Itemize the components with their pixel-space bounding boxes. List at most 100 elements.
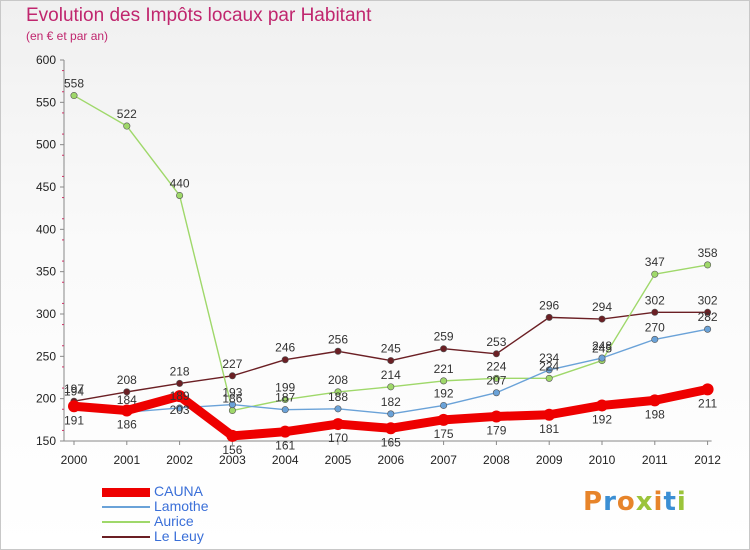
y-tick-label: 450 bbox=[36, 180, 56, 194]
data-label: 182 bbox=[381, 395, 401, 409]
data-label: 227 bbox=[222, 357, 242, 371]
x-tick-label: 2010 bbox=[589, 453, 616, 467]
x-tick-label: 2003 bbox=[219, 453, 246, 467]
data-point bbox=[704, 261, 712, 269]
data-label: 161 bbox=[275, 439, 295, 453]
data-point bbox=[651, 335, 659, 343]
data-label: 197 bbox=[64, 382, 84, 396]
legend-label: Lamothe bbox=[154, 498, 209, 514]
data-label: 186 bbox=[117, 418, 137, 432]
data-point bbox=[334, 388, 342, 396]
chart-subtitle: (en € et par an) bbox=[26, 29, 109, 43]
x-tick-label: 2008 bbox=[483, 453, 510, 467]
data-point bbox=[387, 410, 395, 418]
data-label: 302 bbox=[698, 293, 718, 307]
data-label: 245 bbox=[381, 342, 401, 356]
data-point bbox=[440, 377, 448, 385]
logo-letter: i bbox=[676, 487, 687, 517]
data-point bbox=[176, 379, 184, 387]
x-tick-label: 2009 bbox=[536, 453, 563, 467]
data-label: 248 bbox=[592, 339, 612, 353]
data-point bbox=[545, 366, 553, 374]
data-label: 192 bbox=[434, 386, 454, 400]
chart-legend: CAUNA Lamothe Aurice Le Leuy bbox=[102, 484, 302, 544]
data-point bbox=[437, 413, 450, 426]
data-point bbox=[492, 374, 500, 382]
data-point bbox=[704, 308, 712, 316]
data-label: 294 bbox=[592, 300, 612, 314]
x-tick-label: 2002 bbox=[166, 453, 193, 467]
data-point bbox=[387, 383, 395, 391]
proxiti-logo: Proxiti bbox=[583, 487, 687, 517]
data-point bbox=[492, 389, 500, 397]
data-label: 221 bbox=[434, 362, 454, 376]
data-point bbox=[440, 401, 448, 409]
data-label: 188 bbox=[328, 390, 348, 404]
data-label: 296 bbox=[539, 298, 559, 312]
data-point bbox=[176, 404, 184, 412]
data-label: 522 bbox=[117, 107, 137, 121]
data-label: 198 bbox=[645, 407, 665, 421]
data-label: 270 bbox=[645, 320, 665, 334]
x-tick-label: 2005 bbox=[325, 453, 352, 467]
data-point bbox=[545, 374, 553, 382]
logo-letter: t bbox=[663, 487, 677, 517]
y-tick-label: 550 bbox=[36, 95, 56, 109]
data-point bbox=[228, 372, 236, 380]
data-point bbox=[228, 401, 236, 409]
y-tick-label: 150 bbox=[36, 434, 56, 448]
data-point bbox=[384, 422, 397, 435]
x-tick-label: 2007 bbox=[430, 453, 457, 467]
x-tick-label: 2001 bbox=[113, 453, 140, 467]
data-label: 199 bbox=[275, 381, 295, 395]
data-point bbox=[123, 122, 131, 130]
y-tick-label: 200 bbox=[36, 392, 56, 406]
data-label: 203 bbox=[170, 403, 190, 417]
data-label: 245 bbox=[592, 342, 612, 356]
legend-label: Aurice bbox=[154, 513, 194, 529]
data-label: 211 bbox=[698, 396, 717, 410]
data-point bbox=[651, 308, 659, 316]
data-point bbox=[68, 400, 80, 413]
data-point bbox=[648, 394, 661, 407]
data-point bbox=[598, 354, 606, 362]
data-label: 184 bbox=[117, 393, 137, 407]
data-point bbox=[120, 404, 133, 417]
data-label: 194 bbox=[64, 385, 84, 399]
y-tick-label: 300 bbox=[36, 307, 56, 321]
y-tick-label: 500 bbox=[36, 138, 56, 152]
data-label: 179 bbox=[486, 423, 506, 437]
data-label: 192 bbox=[592, 412, 612, 426]
data-label: 186 bbox=[222, 392, 242, 406]
data-point bbox=[281, 406, 289, 414]
data-point bbox=[543, 408, 556, 421]
data-point bbox=[440, 345, 448, 353]
data-point bbox=[332, 418, 344, 431]
data-point bbox=[387, 357, 395, 365]
x-tick-label: 2011 bbox=[642, 453, 668, 467]
legend-item-lamothe: Lamothe bbox=[102, 499, 302, 514]
logo-letter: i bbox=[653, 487, 664, 517]
y-tick-label: 600 bbox=[36, 53, 56, 67]
data-point bbox=[281, 356, 289, 364]
data-label: 282 bbox=[698, 310, 718, 324]
data-label: 175 bbox=[434, 427, 454, 441]
data-point bbox=[281, 396, 289, 404]
data-point bbox=[492, 350, 500, 358]
data-point bbox=[334, 405, 342, 413]
x-tick-label: 2004 bbox=[272, 453, 299, 467]
data-point bbox=[651, 270, 659, 278]
y-tick-label: 400 bbox=[36, 222, 56, 236]
data-label: 191 bbox=[64, 413, 84, 427]
data-label: 218 bbox=[170, 364, 190, 378]
x-tick-label: 2012 bbox=[694, 453, 721, 467]
data-label: 208 bbox=[328, 373, 348, 387]
legend-swatch bbox=[102, 487, 150, 497]
legend-swatch bbox=[102, 506, 150, 508]
logo-letter: r bbox=[603, 487, 617, 517]
data-label: 224 bbox=[539, 359, 559, 373]
data-label: 246 bbox=[275, 341, 295, 355]
data-point bbox=[545, 313, 553, 321]
logo-letter: o bbox=[616, 487, 636, 517]
